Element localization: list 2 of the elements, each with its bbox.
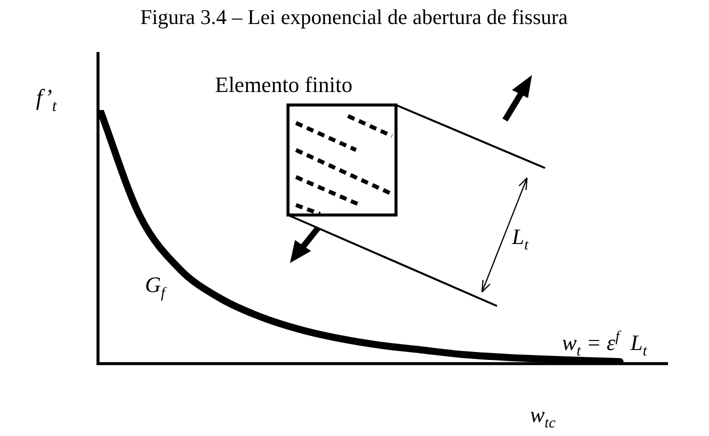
text: Elemento finito xyxy=(215,72,352,97)
chart-title: Figura 3.4 – Lei exponencial de abertura de fissura xyxy=(140,5,568,29)
